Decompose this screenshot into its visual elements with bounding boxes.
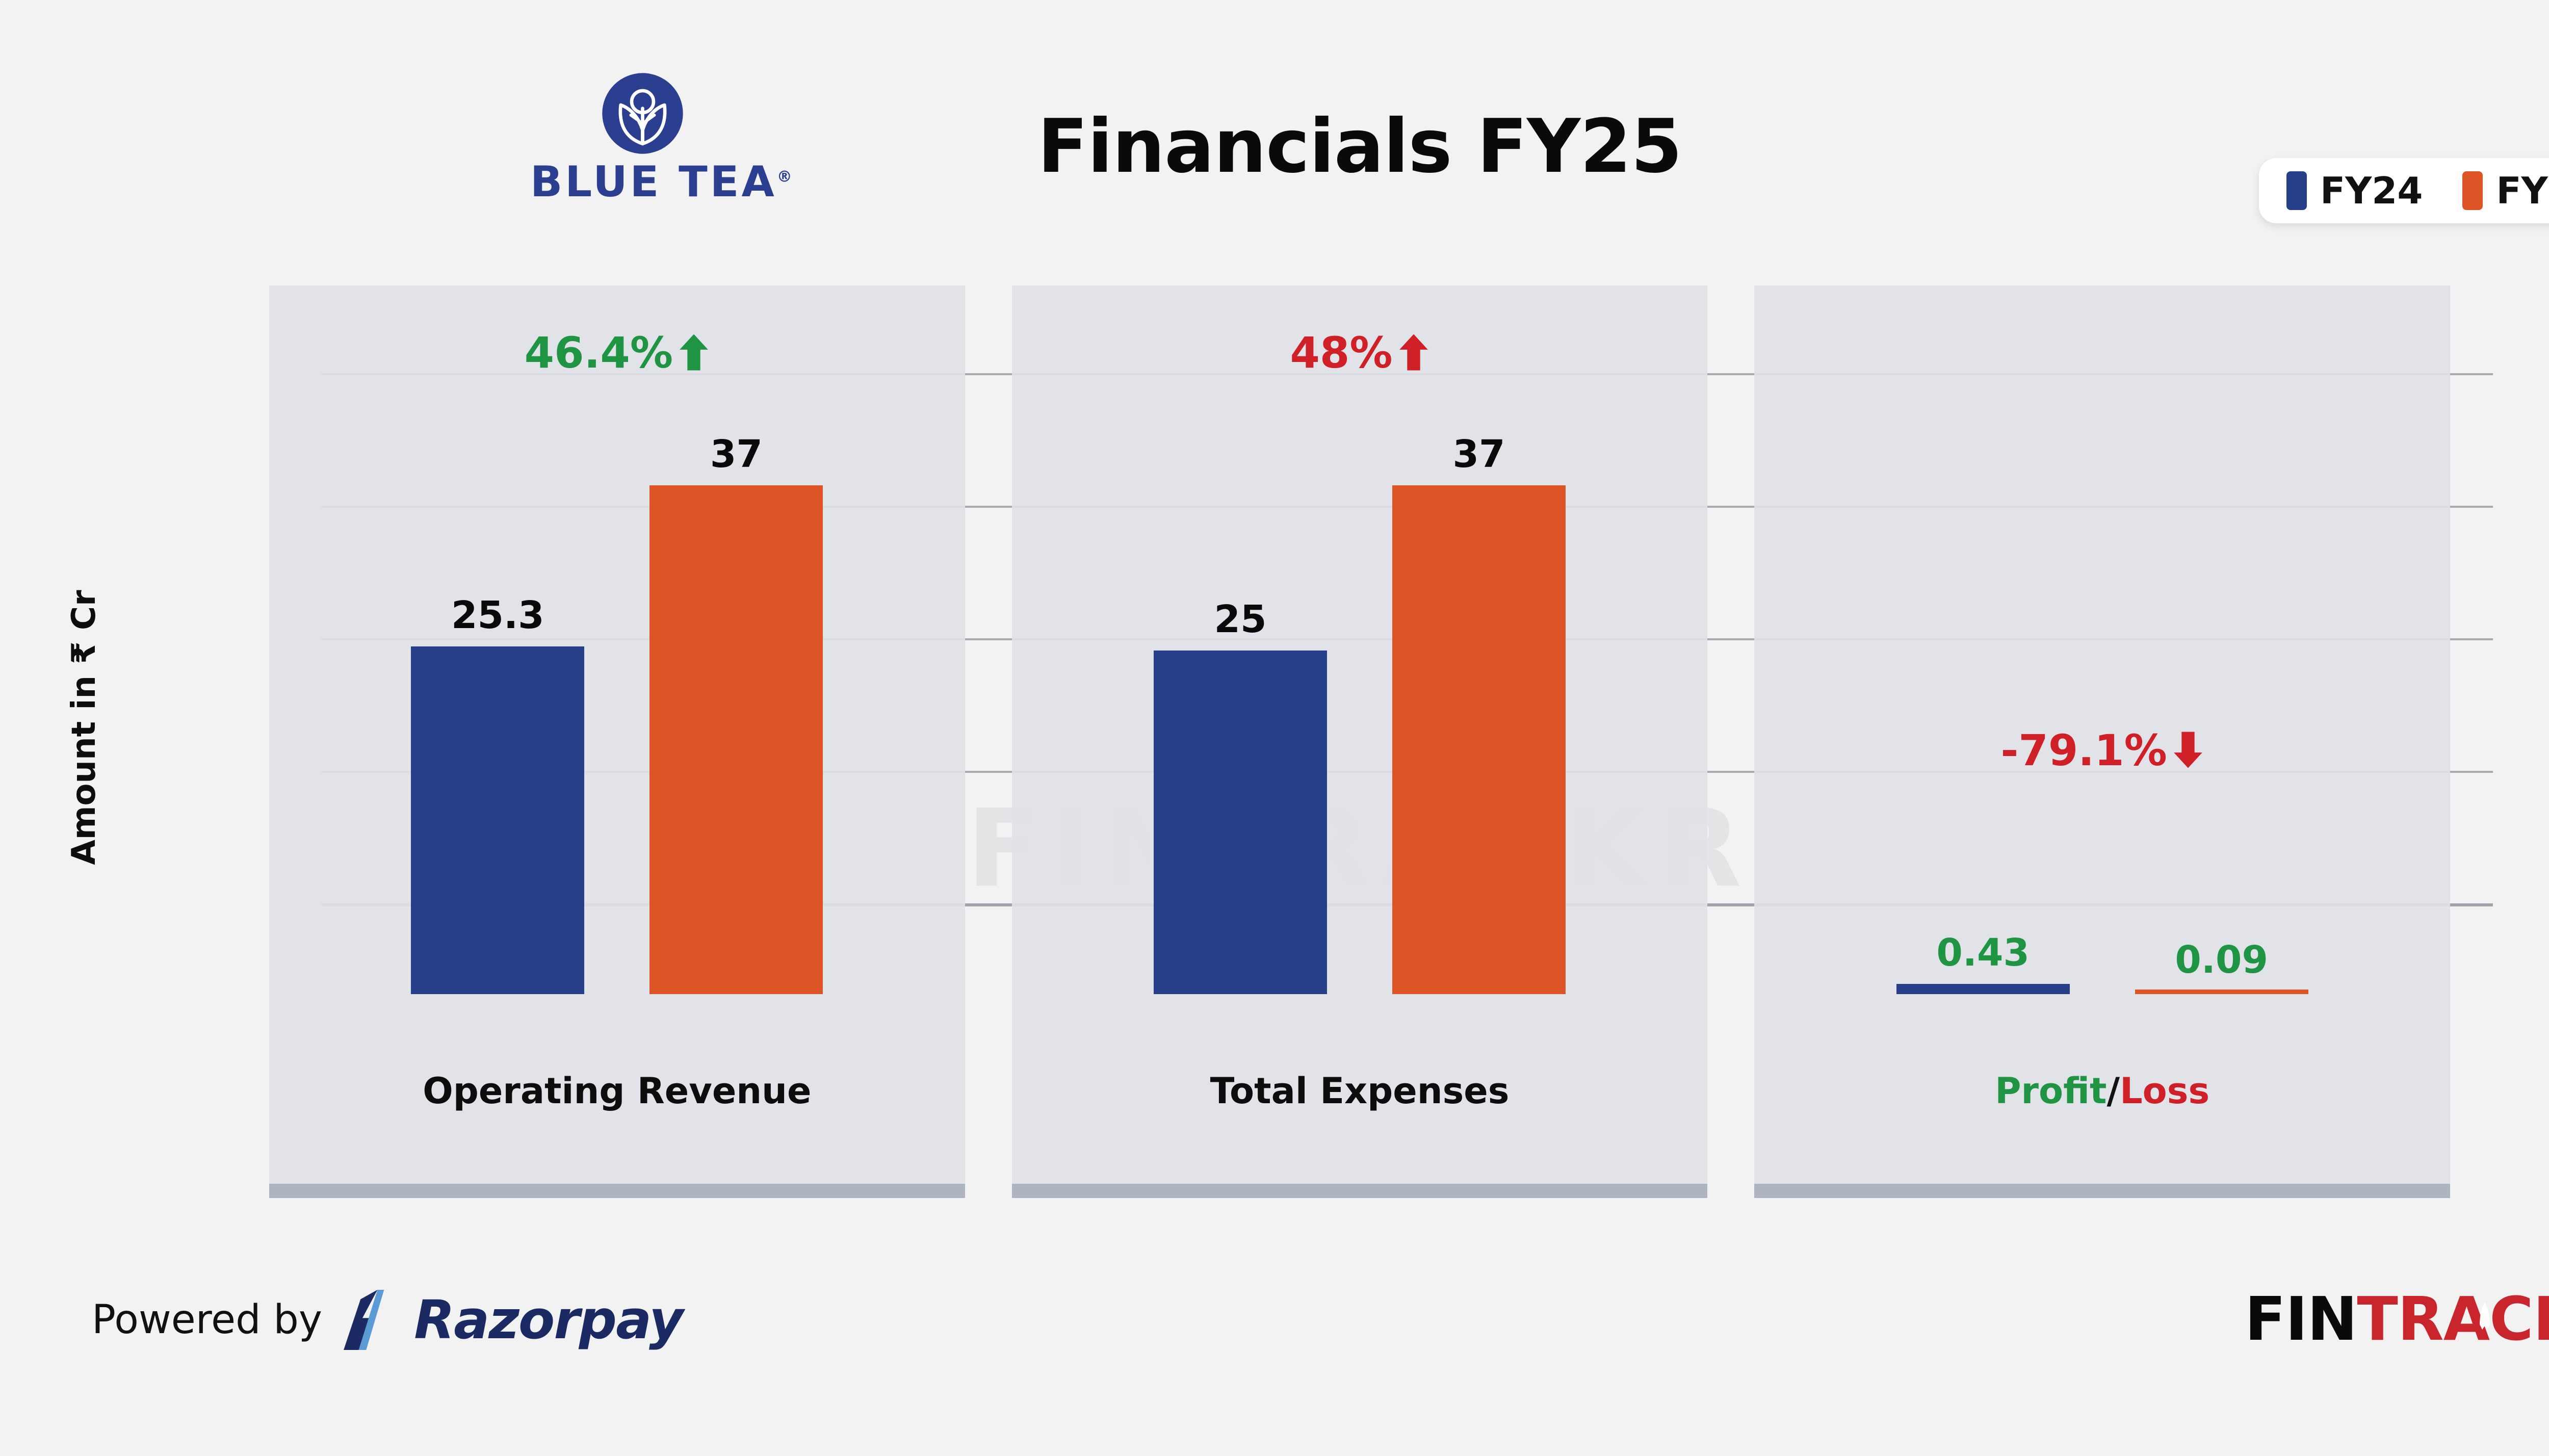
fintrackr-logo: FINTRACKR [2245, 1289, 2549, 1349]
category-label-operating-revenue: Operating Revenue [423, 1070, 812, 1112]
brand-wordmark-text: BLUE TEA [530, 157, 777, 206]
bar-value-fy24: 25.3 [451, 593, 544, 637]
bar-column-fy24[interactable]: 0.43 [1896, 377, 2070, 994]
legend-item-fy24[interactable]: FY24 [2286, 171, 2423, 210]
panel-total-expenses: 48% 25 37 Total Expenses [1011, 285, 1708, 1198]
legend: FY24 FY25 [2258, 158, 2549, 223]
arrow-up-icon [1398, 333, 1429, 378]
category-label-total-expenses: Total Expenses [1210, 1070, 1510, 1112]
legend-swatch-fy24 [2286, 171, 2307, 210]
bar-fy25[interactable] [649, 485, 823, 994]
bar-column-fy24[interactable]: 25 [1154, 377, 1327, 994]
chart-area: Amount in ₹ Cr FINTRACKR 46.4% 25.3 [0, 285, 2549, 1229]
bar-value-fy25: 37 [710, 432, 763, 476]
legend-swatch-fy25 [2462, 171, 2483, 210]
bar-column-fy24[interactable]: 25.3 [411, 377, 585, 994]
bar-value-fy25: 0.09 [2175, 938, 2268, 982]
arrow-down-icon [2172, 731, 2204, 776]
delta-badge-total-expenses: 48% [1012, 331, 1708, 378]
razorpay-building-icon [344, 1290, 384, 1350]
bar-fy24[interactable] [1896, 984, 2070, 994]
plot-profit-loss: 0.43 0.09 [1754, 377, 2450, 994]
fintrackr-fin: FIN [2245, 1284, 2357, 1354]
panel-underline [1011, 1184, 1708, 1198]
panel-underline [1754, 1184, 2451, 1198]
delta-badge-profit-loss: -79.1% [1754, 729, 2450, 776]
header: BLUE TEA® Financials FY25 FY24 FY25 [0, 0, 2549, 285]
delta-value: 46.4% [524, 328, 673, 378]
razorpay-wordmark: Razorpay [414, 1289, 684, 1351]
powered-by-razorpay: Powered by Razorpay [92, 1289, 684, 1351]
registered-mark: ® [776, 168, 792, 186]
bar-fy24[interactable] [1154, 651, 1327, 994]
bar-column-fy25[interactable]: 0.09 [2135, 377, 2308, 994]
plot-operating-revenue: 25.3 37 [269, 377, 965, 994]
rocket-icon [2480, 1302, 2490, 1330]
legend-item-fy25[interactable]: FY25 [2462, 171, 2549, 210]
tea-leaf-circle-icon [602, 73, 683, 154]
delta-badge-operating-revenue: 46.4% [269, 331, 965, 378]
brand-wordmark: BLUE TEA® [530, 161, 792, 203]
panel-group: 46.4% 25.3 37 Operating Revenue [0, 285, 2549, 1229]
panel-profit-loss: -79.1% 0.43 0.09 Profit/Loss [1754, 285, 2451, 1198]
category-label-profit: Profit [1995, 1070, 2107, 1112]
page-title: Financials FY25 [1037, 103, 1682, 190]
fintrackr-trackr: TRACKR [2357, 1284, 2549, 1354]
bar-fy25[interactable] [1392, 485, 1566, 994]
legend-label-fy25: FY25 [2496, 169, 2549, 212]
panel-operating-revenue: 46.4% 25.3 37 Operating Revenue [269, 285, 965, 1198]
delta-value: -79.1% [2000, 725, 2167, 775]
bar-value-fy24: 0.43 [1936, 931, 2030, 975]
delta-value: 48% [1290, 328, 1393, 378]
category-label-loss: Loss [2120, 1070, 2210, 1112]
legend-label-fy24: FY24 [2320, 169, 2423, 212]
powered-by-label: Powered by [92, 1297, 323, 1343]
plot-total-expenses: 25 37 [1012, 377, 1708, 994]
category-label-separator: / [2106, 1070, 2120, 1112]
bar-value-fy24: 25 [1214, 597, 1267, 641]
bar-column-fy25[interactable]: 37 [1392, 377, 1566, 994]
brand-logo: BLUE TEA® [530, 71, 792, 203]
bars: 25 37 [1012, 377, 1708, 994]
bar-fy25[interactable] [2135, 990, 2308, 994]
panel-underline [269, 1184, 965, 1198]
fintrackr-trackr-text: TRACKR [2357, 1284, 2549, 1354]
bars: 0.43 0.09 [1754, 377, 2450, 994]
bar-column-fy25[interactable]: 37 [649, 377, 823, 994]
footer: Powered by Razorpay FINTRACKR [0, 1229, 2549, 1456]
bar-value-fy25: 37 [1452, 432, 1505, 476]
bar-fy24[interactable] [411, 646, 585, 994]
category-label-profit-loss: Profit/Loss [1754, 1073, 2450, 1109]
arrow-up-icon [678, 333, 710, 378]
bars: 25.3 37 [269, 377, 965, 994]
